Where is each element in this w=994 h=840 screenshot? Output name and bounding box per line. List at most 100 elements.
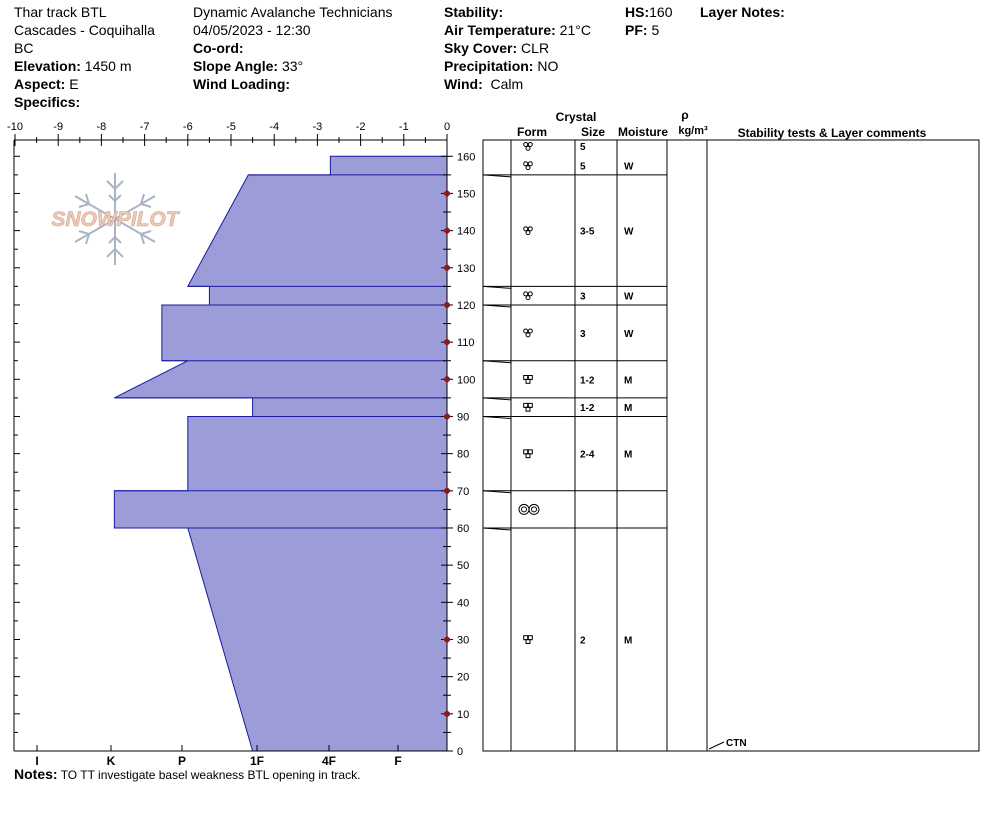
layer-moisture: M [624,375,632,386]
precip-value: NO [537,58,559,74]
layer-connector-line [482,174,512,178]
rounded-icon [523,161,529,167]
depth-axis-tick-label: 120 [457,300,475,312]
depth-axis-tick-label: 160 [457,151,475,163]
top-axis-tick-label: -8 [97,121,107,133]
location-name: Thar track BTL [14,4,107,20]
rounded-icon [523,141,529,147]
rounded-icon [527,141,533,147]
top-axis-tick-label: -2 [356,121,366,133]
faceted-rounded-icon [525,638,531,644]
layer-connector-line [482,415,512,419]
hardness-scale-label: K [107,754,116,768]
depth-axis-tick-label: 70 [457,486,469,498]
top-axis-tick-label: -10 [7,121,23,133]
rounded-icon [523,328,529,334]
rounded-icon [527,328,533,334]
top-axis-tick-label: -3 [313,121,323,133]
stability-test-label: CTN [726,738,747,749]
density-symbol: ρ [681,108,688,122]
depth-axis-tick-label: 150 [457,188,475,200]
depth-axis-tick-label: 10 [457,709,469,721]
sky-row: Sky Cover: CLR [444,40,550,56]
depth-axis-tick-label: 80 [457,449,469,461]
notes-row: Notes: TO TT investigate basel weakness … [14,766,360,782]
observation-datetime: 04/05/2023 - 12:30 [193,22,311,38]
rounded-icon [527,226,533,232]
stability-row: Stability: [444,4,504,20]
stability-test-pointer [708,741,725,750]
layer-connector-line [482,285,512,289]
density-unit: kg/m³ [678,125,708,137]
layer-connector-line [482,360,512,364]
temperature-marker [443,375,451,384]
depth-axis-tick-label: 60 [457,523,469,535]
snowpilot-logo: SNOWPILOT [51,173,181,265]
rounded-icon [525,332,531,338]
faceted-rounded-icon [525,453,531,459]
site-info: Thar track BTL Cascades - Coquihalla BC … [14,3,155,111]
layer-moisture: W [624,329,634,340]
hardness-scale-label: 4F [322,754,336,768]
depth-axis-tick-label: 30 [457,634,469,646]
melt-clusters-icon-inner [521,506,527,513]
form-header: Form [517,125,547,139]
top-axis-tick-label: -4 [269,121,279,133]
temperature-marker [443,189,451,198]
layer-size: 2 [580,635,586,646]
aspect-row: Aspect: E [14,76,79,92]
layer-size: 2-4 [580,450,595,461]
pf-row: PF: 5 [625,22,660,38]
rounded-icon [523,226,529,232]
layer-connector-line [482,304,512,308]
faceted-rounded-icon [525,406,531,412]
hardness-scale-label: F [394,754,401,768]
aspect-value: E [69,76,79,92]
hs-value: 160 [649,4,673,20]
temperature-marker [443,635,451,644]
melt-clusters-icon [528,503,540,515]
hs-row: HS:160 [625,4,673,20]
crystal-header: Crystal [556,110,597,124]
faceted-rounded-icon [525,378,531,384]
slope-value: 33° [281,58,304,74]
temperature-marker [443,263,451,272]
rounded-icon [523,291,529,297]
stability-comments-header: Stability tests & Layer comments [738,126,927,140]
layer-size: 5 [580,162,586,173]
melt-clusters-icon-inner [531,506,537,513]
temperature-marker [443,709,451,718]
temperature-marker [443,226,451,235]
wind-loading-row: Wind Loading: [193,76,291,92]
pf-value: 5 [651,22,660,38]
hardness-scale-label: 1F [250,754,264,768]
layer-size: 1-2 [580,375,595,386]
layer-size: 1-2 [580,403,595,414]
elevation-row: Elevation: 1450 m [14,58,132,74]
layer-size: 5 [580,142,586,153]
depth-axis-tick-label: 140 [457,226,475,238]
temperature-marker [443,300,451,309]
air-temp-row: Air Temperature: 21°C [444,22,591,38]
temperature-marker [443,412,451,421]
melt-clusters-icon [518,503,530,515]
hardness-scale-label: P [178,754,186,768]
conditions-info: Stability: Air Temperature: 21°C Sky Cov… [444,3,591,93]
notes-label: Notes: [14,766,58,782]
snowflake-icon [74,173,156,265]
logo-text: SNOWPILOT [51,208,180,231]
rounded-icon [525,230,531,236]
hardness-profile [113,155,448,752]
layer-moisture: W [624,227,634,238]
top-axis-tick-label: -1 [399,121,409,133]
wind-row: Wind: Calm [444,76,524,92]
rounded-icon [525,295,531,301]
layer-connector-line [482,527,512,531]
layer-moisture: W [624,162,634,173]
temperature-marker [443,338,451,347]
depth-axis-tick-label: 20 [457,672,469,684]
layer-size: 3-5 [580,227,595,238]
coord-row: Co-ord: [193,40,244,56]
layer-size: 3 [580,292,586,303]
